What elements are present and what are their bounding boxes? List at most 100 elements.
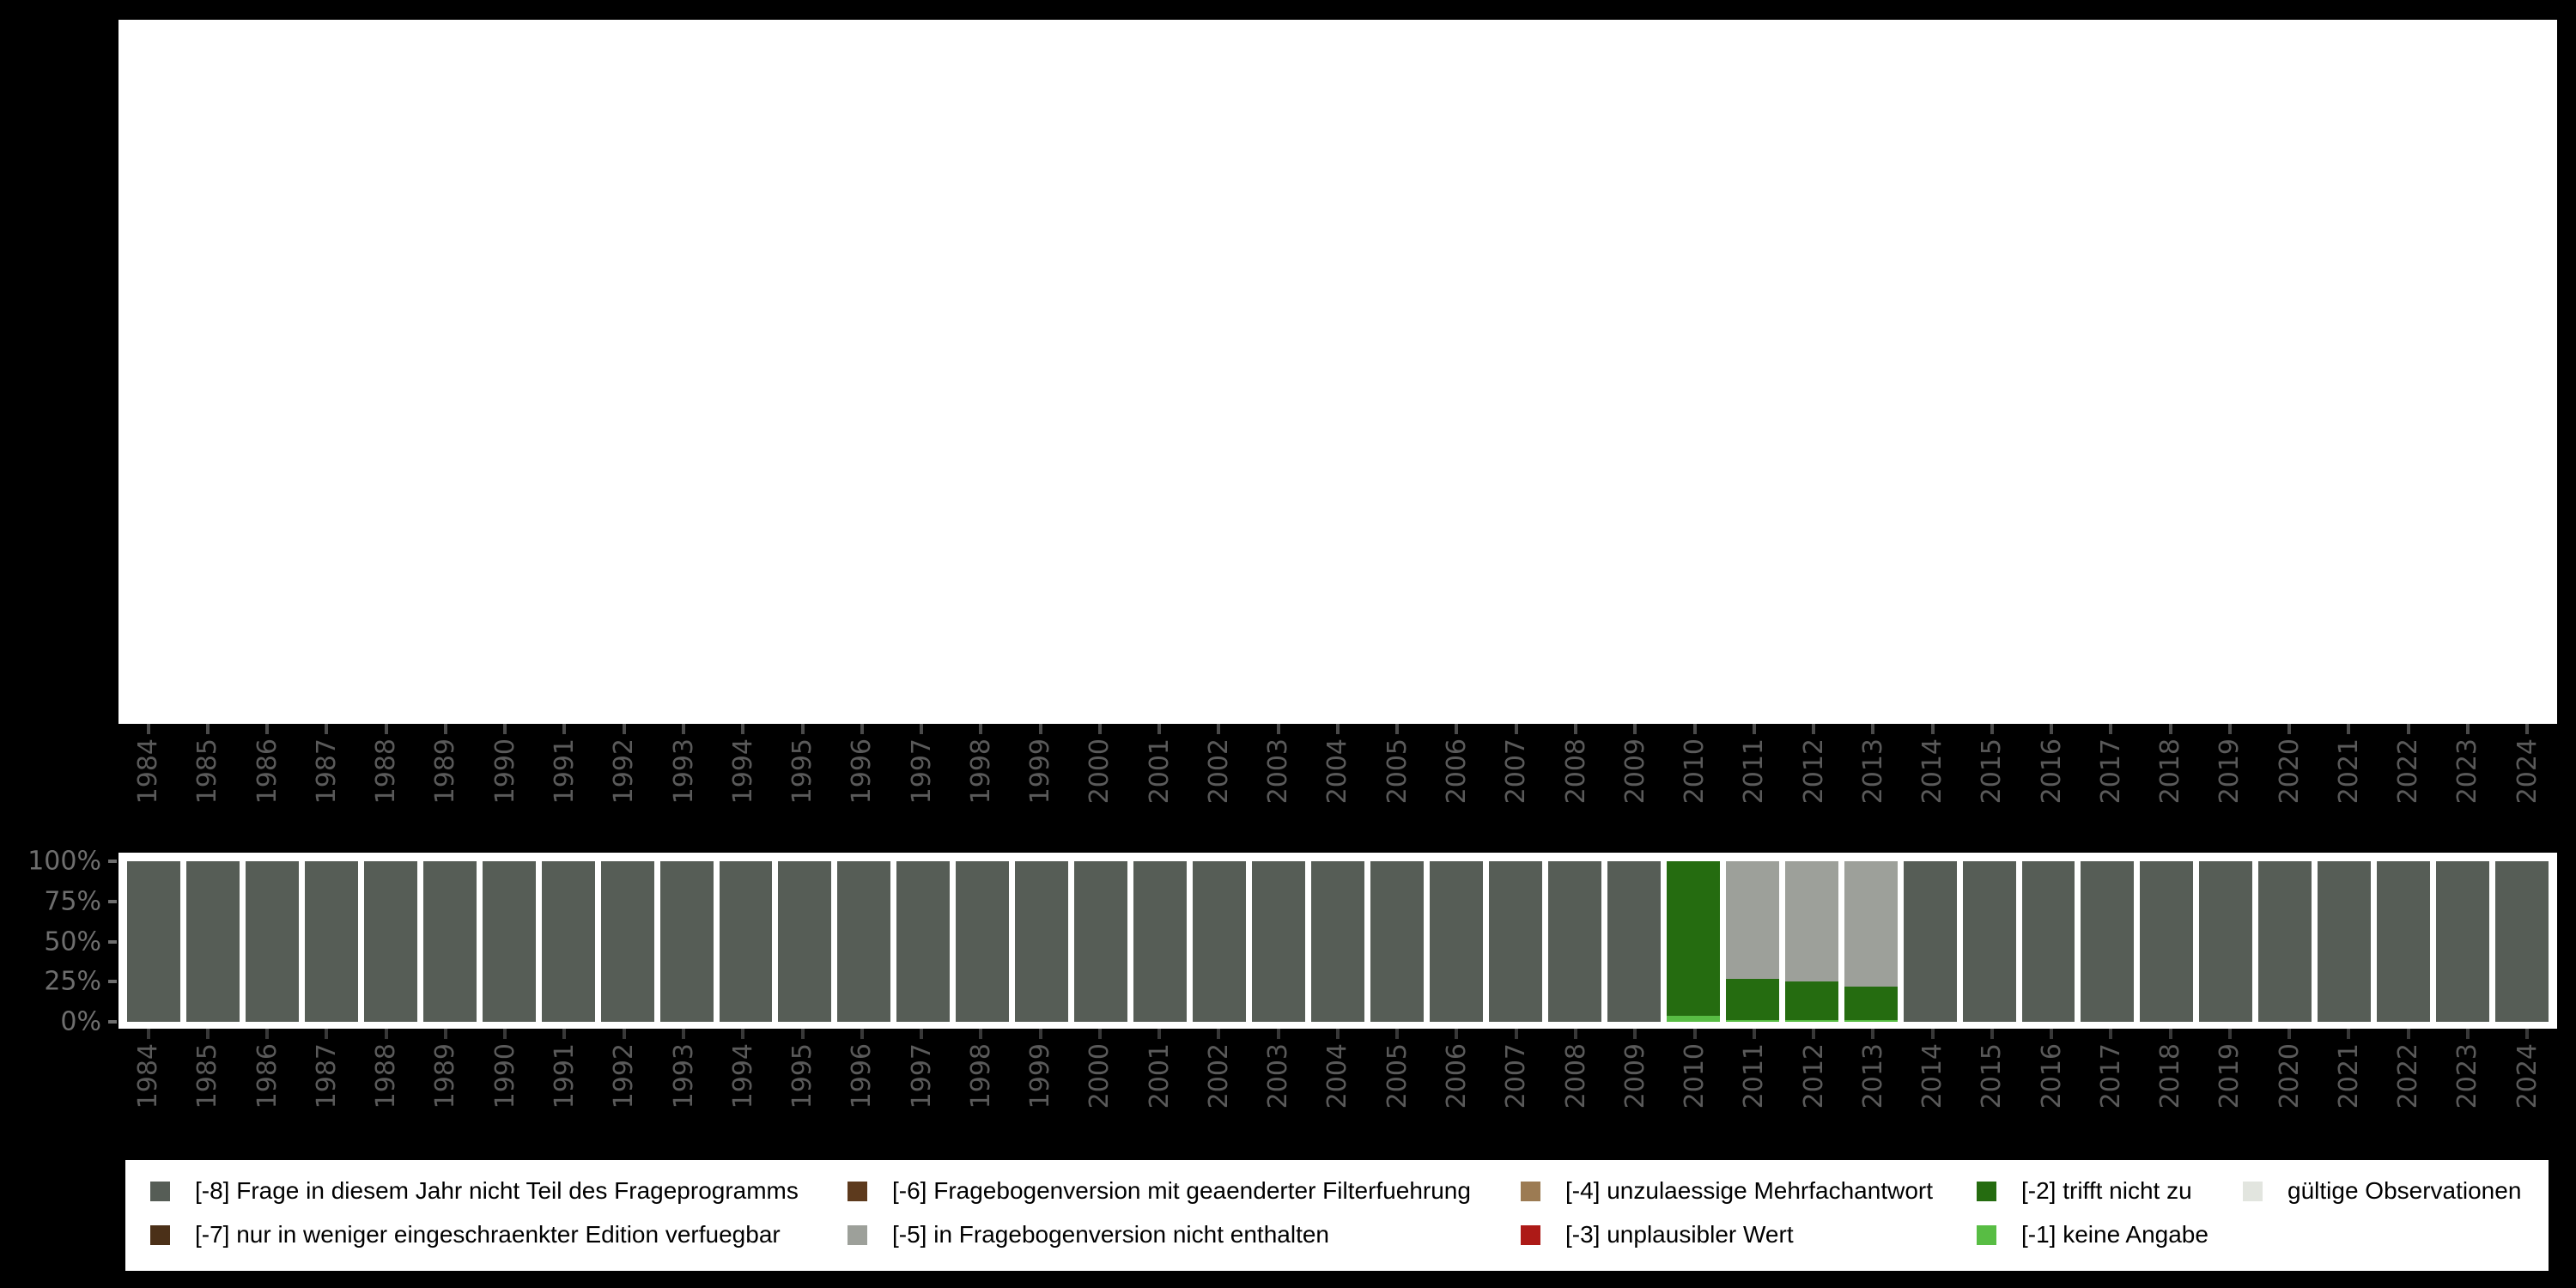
x-tick bbox=[2465, 1029, 2470, 1039]
bar-segment--8 bbox=[482, 861, 536, 1022]
legend-entry--7: [-7] nur in weniger eingeschraenkter Edi… bbox=[150, 1221, 781, 1249]
bar-segment--8 bbox=[2258, 861, 2312, 1022]
x-slot-2013: 2013 bbox=[1844, 1029, 1903, 1109]
x-slot-2013: 2013 bbox=[1844, 724, 1903, 804]
x-slot-1995: 1995 bbox=[773, 724, 832, 804]
bar-2019 bbox=[2199, 861, 2253, 1022]
x-tick-label: 1990 bbox=[489, 1043, 520, 1109]
x-tick-label: 2015 bbox=[1977, 738, 2008, 805]
x-slot-2003: 2003 bbox=[1249, 724, 1308, 804]
x-slot-1988: 1988 bbox=[356, 1029, 416, 1109]
x-tick-label: 2023 bbox=[2452, 1043, 2483, 1109]
x-slot-1992: 1992 bbox=[594, 1029, 653, 1109]
x-slot-1996: 1996 bbox=[832, 1029, 891, 1109]
x-slot-2018: 2018 bbox=[2141, 724, 2200, 804]
x-tick-label: 2024 bbox=[2512, 738, 2543, 805]
x-tick-label: 2020 bbox=[2274, 738, 2305, 805]
x-tick bbox=[384, 724, 388, 734]
x-tick bbox=[1276, 724, 1280, 734]
legend-swatch--5 bbox=[848, 1224, 867, 1245]
x-slot-2016: 2016 bbox=[2022, 1029, 2081, 1109]
x-tick-label: 2014 bbox=[1917, 1043, 1948, 1109]
x-tick-label: 1996 bbox=[847, 1043, 878, 1109]
x-tick-label: 1984 bbox=[133, 738, 164, 805]
bar-segment--5 bbox=[1725, 861, 1779, 979]
bar-segment--8 bbox=[896, 861, 951, 1022]
x-tick bbox=[1812, 724, 1816, 734]
x-tick-label: 2006 bbox=[1441, 1043, 1472, 1109]
x-tick-label: 1985 bbox=[192, 1043, 223, 1109]
bar-segment--8 bbox=[2199, 861, 2253, 1022]
x-slot-2008: 2008 bbox=[1546, 1029, 1605, 1109]
bar-2007 bbox=[1488, 861, 1542, 1022]
x-tick-label: 1985 bbox=[192, 738, 223, 805]
x-tick-label: 2021 bbox=[2333, 738, 2364, 805]
x-slot-2000: 2000 bbox=[1070, 1029, 1129, 1109]
x-tick bbox=[1157, 724, 1162, 734]
x-tick-label: 2008 bbox=[1560, 738, 1591, 805]
x-tick bbox=[920, 724, 924, 734]
legend-label: gültige Observationen bbox=[2287, 1177, 2522, 1204]
x-slot-2001: 2001 bbox=[1130, 1029, 1189, 1109]
x-tick bbox=[2406, 1029, 2410, 1039]
y-tick bbox=[108, 1020, 117, 1024]
x-tick bbox=[503, 724, 507, 734]
legend-swatch--7 bbox=[150, 1224, 170, 1245]
x-tick-label: 1996 bbox=[847, 738, 878, 805]
x-slot-2020: 2020 bbox=[2260, 724, 2319, 804]
x-tick-label: 2019 bbox=[2215, 738, 2245, 805]
x-slot-2019: 2019 bbox=[2200, 724, 2259, 804]
x-tick-label: 2024 bbox=[2512, 1043, 2543, 1109]
bar-segment--8 bbox=[127, 861, 180, 1022]
bar-1996 bbox=[837, 861, 891, 1022]
x-slot-1989: 1989 bbox=[416, 724, 475, 804]
x-tick bbox=[2050, 724, 2054, 734]
bar-segment--8 bbox=[1133, 861, 1188, 1022]
stacked-bars bbox=[127, 861, 2549, 1022]
x-slot-1991: 1991 bbox=[535, 1029, 594, 1109]
bar-segment--8 bbox=[1370, 861, 1424, 1022]
x-tick bbox=[1395, 1029, 1400, 1039]
x-tick-label: 2006 bbox=[1441, 738, 1472, 805]
x-tick bbox=[1038, 724, 1042, 734]
x-tick bbox=[205, 1029, 210, 1039]
x-tick bbox=[1514, 1029, 1518, 1039]
x-slot-2004: 2004 bbox=[1308, 724, 1367, 804]
legend-label: [-6] Fragebogenversion mit geaenderter F… bbox=[892, 1177, 1471, 1204]
x-slot-2012: 2012 bbox=[1783, 1029, 1843, 1109]
y-tick-label: 25% bbox=[44, 966, 101, 997]
y-tick bbox=[108, 899, 117, 903]
x-slot-2022: 2022 bbox=[2379, 724, 2438, 804]
x-tick-label: 1994 bbox=[727, 1043, 758, 1109]
legend-swatch--4 bbox=[1521, 1181, 1540, 1201]
x-tick-label: 2015 bbox=[1977, 1043, 2008, 1109]
bar-segment--8 bbox=[304, 861, 358, 1022]
x-tick bbox=[1217, 1029, 1221, 1039]
x-slot-2006: 2006 bbox=[1427, 1029, 1486, 1109]
bar-segment--8 bbox=[1607, 861, 1661, 1022]
bar-segment--8 bbox=[2377, 861, 2431, 1022]
x-tick-label: 2016 bbox=[2036, 1043, 2067, 1109]
x-tick-label: 2018 bbox=[2155, 738, 2186, 805]
x-tick bbox=[682, 1029, 686, 1039]
bar-2023 bbox=[2436, 861, 2490, 1022]
x-axis-top: 1984 1985 1986 1987 1988 1989 1990 1991 1992 1993… bbox=[118, 724, 2557, 804]
x-tick-label: 2022 bbox=[2393, 738, 2424, 805]
x-tick bbox=[860, 1029, 864, 1039]
x-tick bbox=[325, 1029, 329, 1039]
legend-entry-valid: gültige Observationen bbox=[2243, 1177, 2521, 1205]
x-tick bbox=[1097, 1029, 1102, 1039]
y-tick-label: 75% bbox=[44, 886, 101, 917]
x-tick bbox=[1812, 1029, 1816, 1039]
x-tick-label: 2018 bbox=[2155, 1043, 2186, 1109]
legend-label: [-5] in Fragebogenversion nicht enthalte… bbox=[892, 1221, 1329, 1248]
bar-segment--8 bbox=[1903, 861, 1957, 1022]
x-slot-1996: 1996 bbox=[832, 724, 891, 804]
x-tick-label: 2010 bbox=[1680, 738, 1710, 805]
bar-segment--2 bbox=[1784, 981, 1838, 1021]
x-slot-2007: 2007 bbox=[1486, 1029, 1546, 1109]
legend-label: [-1] keine Angabe bbox=[2021, 1221, 2208, 1248]
x-tick-label: 1989 bbox=[430, 1043, 461, 1109]
x-slot-2003: 2003 bbox=[1249, 1029, 1308, 1109]
x-slot-1989: 1989 bbox=[416, 1029, 475, 1109]
